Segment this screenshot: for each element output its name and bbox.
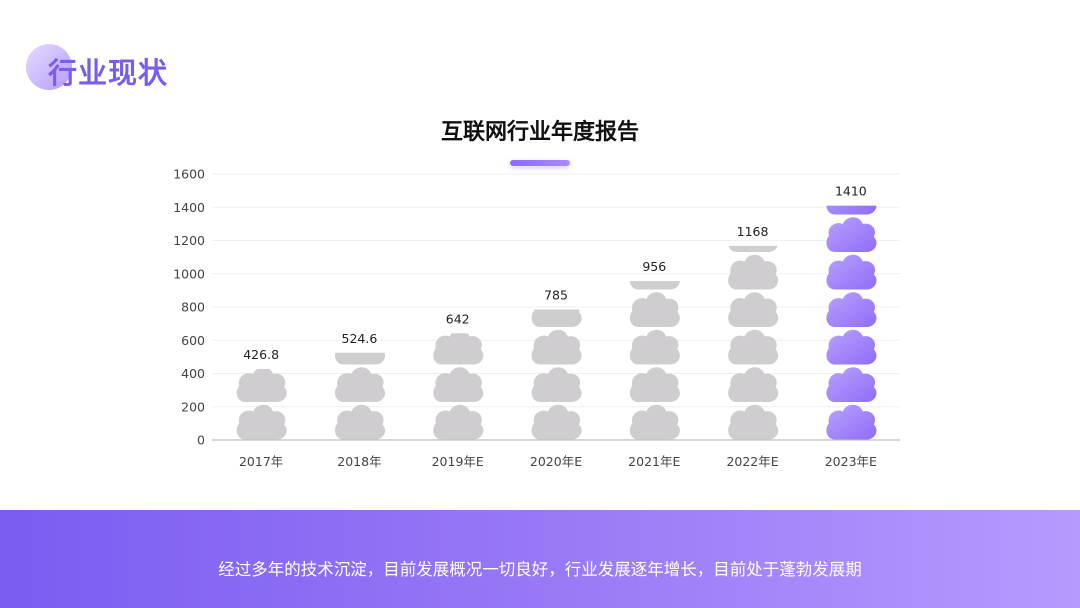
bar-2021年E xyxy=(629,281,680,440)
y-tick-label: 1400 xyxy=(173,200,205,215)
cloud-icon xyxy=(629,281,680,290)
header-decoration-circle xyxy=(26,44,72,90)
x-tick-label: 2020年E xyxy=(530,454,582,469)
y-tick-label: 400 xyxy=(181,366,205,381)
x-tick-label: 2023年E xyxy=(825,454,877,469)
data-label: 426.8 xyxy=(243,347,279,362)
bar-2023年E xyxy=(826,205,877,440)
title-underline xyxy=(510,160,570,166)
chart-title: 互联网行业年度报告 xyxy=(440,120,639,145)
cloud-icon xyxy=(728,245,778,252)
cloud-icon xyxy=(335,352,385,365)
footer-summary: 经过多年的技术沉淀，目前发展概况一切良好，行业发展逐年增长，目前处于蓬勃发展期 xyxy=(218,560,862,579)
data-label: 956 xyxy=(642,259,666,274)
data-label: 1168 xyxy=(737,224,769,239)
cloud-icon xyxy=(531,309,582,327)
cloud-icon xyxy=(629,404,680,440)
y-tick-label: 0 xyxy=(197,433,205,448)
x-tick-label: 2017年 xyxy=(239,454,283,469)
data-label: 1410 xyxy=(835,184,867,199)
cloud-bar-chart: 0 200 400 600 800 1000 1200 1400 1600 426.8 2017年 5… xyxy=(173,167,900,469)
cloud-icon xyxy=(629,292,680,327)
section-header: 行业现状 xyxy=(26,44,326,94)
cloud-icon xyxy=(728,404,779,440)
data-label: 785 xyxy=(544,287,568,302)
bar-2017年 xyxy=(236,369,287,440)
cloud-icon xyxy=(629,329,680,365)
cloud-icon xyxy=(728,329,779,365)
cloud-icon xyxy=(236,404,287,440)
cloud-icon xyxy=(826,254,877,290)
cloud-icon xyxy=(531,329,582,365)
cloud-icon xyxy=(433,333,484,365)
y-tick-label: 200 xyxy=(181,399,205,414)
cloud-icon xyxy=(334,367,386,402)
cloud-icon xyxy=(531,367,582,402)
data-label: 524.6 xyxy=(342,331,378,346)
cloud-icon xyxy=(334,404,386,440)
y-tick-label: 800 xyxy=(181,300,205,315)
cloud-icon xyxy=(728,367,779,402)
cloud-icon xyxy=(826,292,877,327)
page-title: 行业现状 xyxy=(48,56,169,90)
cloud-icon xyxy=(629,367,680,402)
cloud-icon xyxy=(826,217,877,252)
footer-banner xyxy=(0,510,1080,608)
x-tick-label: 2022年E xyxy=(726,454,778,469)
cloud-icon xyxy=(826,367,877,402)
x-tick-label: 2019年E xyxy=(432,454,484,469)
bar-2018年 xyxy=(334,352,386,440)
y-tick-label: 1000 xyxy=(173,266,205,281)
data-label: 642 xyxy=(446,311,470,326)
cloud-icon xyxy=(826,404,877,440)
bar-2019年E xyxy=(433,333,484,440)
y-tick-label: 1600 xyxy=(173,167,205,182)
bar-2022年E xyxy=(728,245,779,440)
cloud-icon xyxy=(236,369,287,402)
x-tick-label: 2018年 xyxy=(337,454,381,469)
x-tick-label: 2021年E xyxy=(628,454,680,469)
cloud-icon xyxy=(728,292,779,327)
cloud-icon xyxy=(433,367,484,402)
cloud-icon xyxy=(728,254,779,290)
cloud-icon xyxy=(433,404,484,440)
y-tick-label: 1200 xyxy=(173,233,205,248)
bar-2020年E xyxy=(531,309,582,440)
y-tick-label: 600 xyxy=(181,333,205,348)
cloud-icon xyxy=(826,329,877,365)
cloud-icon xyxy=(826,205,877,215)
cloud-icon xyxy=(531,404,582,440)
